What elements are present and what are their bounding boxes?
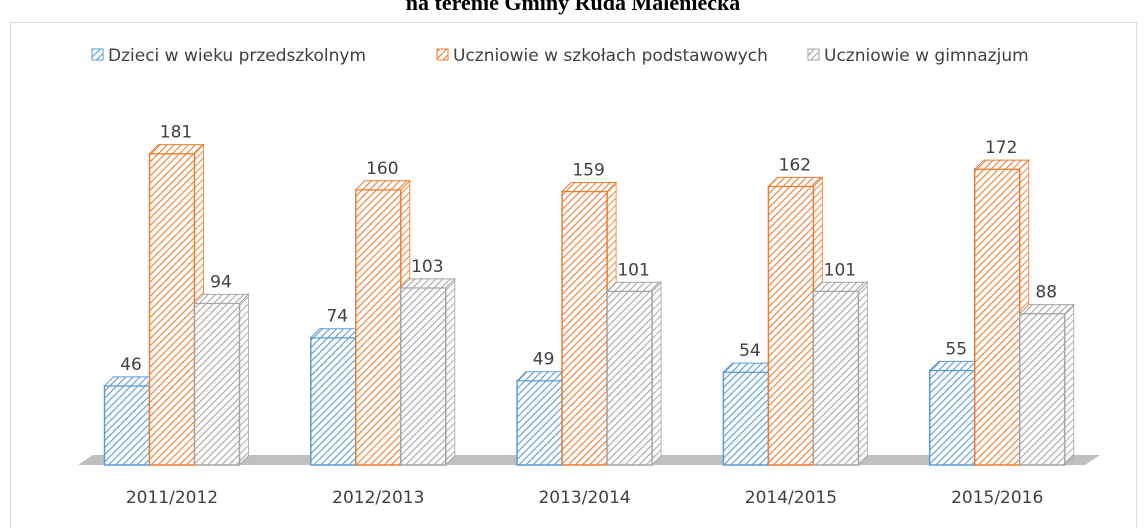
- bar-top: [399, 278, 457, 289]
- x-tick-label: 2014/2015: [745, 488, 837, 508]
- bar-front: [973, 168, 1021, 466]
- data-label: 46: [120, 355, 142, 375]
- x-tick-label: 2011/2012: [126, 488, 218, 508]
- bar-front: [767, 185, 815, 466]
- bar-front: [722, 371, 770, 466]
- bar-side: [1064, 303, 1075, 467]
- bar-top: [605, 281, 663, 292]
- x-tick-label: 2013/2014: [538, 488, 630, 508]
- bar-front: [1018, 312, 1066, 466]
- bar: [399, 277, 457, 467]
- legend-label: Uczniowie w szkołach podstawowych: [453, 46, 768, 66]
- legend-swatch: [436, 48, 449, 61]
- bar: [1018, 303, 1075, 467]
- bar: [193, 293, 250, 467]
- bar-front: [103, 385, 151, 466]
- data-label: 101: [617, 260, 649, 280]
- bar-front: [355, 189, 402, 466]
- bar-top: [767, 176, 824, 187]
- bar-front: [561, 190, 608, 466]
- chart-title: na terenie Gminy Ruda Maleniecka: [406, 0, 740, 15]
- x-tick-label: 2012/2013: [332, 488, 424, 508]
- data-label: 172: [985, 138, 1017, 158]
- bar-top: [973, 159, 1030, 170]
- bar-side: [651, 281, 662, 467]
- bar-top: [354, 180, 412, 191]
- data-label: 55: [945, 339, 967, 359]
- bar-front: [812, 290, 860, 466]
- legend-swatch: [807, 48, 820, 61]
- bar-front: [928, 369, 976, 466]
- bar: [605, 281, 663, 467]
- data-label: 88: [1035, 283, 1057, 303]
- data-label: 74: [326, 307, 348, 327]
- bar-top: [1018, 304, 1075, 315]
- bar: [103, 375, 160, 467]
- bar-side: [445, 277, 456, 467]
- bar-front: [606, 290, 653, 466]
- data-label: 159: [572, 161, 604, 181]
- data-label: 162: [779, 155, 811, 175]
- bar-front: [310, 336, 357, 466]
- bar-top: [148, 144, 205, 155]
- bar-front: [148, 152, 196, 466]
- legend-label: Dzieci w wieku przedszkolnym: [108, 46, 366, 66]
- data-label: 94: [210, 272, 232, 292]
- bar-side: [857, 281, 868, 467]
- bar-top: [193, 293, 250, 304]
- legend-label: Uczniowie w gimnazjum: [824, 46, 1029, 66]
- data-label: 49: [533, 350, 555, 370]
- bar-side: [239, 293, 249, 467]
- bar-top: [812, 281, 869, 292]
- bar-top: [560, 182, 618, 193]
- bar: [812, 281, 869, 467]
- bar-front: [400, 287, 447, 466]
- legend-swatch: [91, 48, 104, 61]
- bar-front: [193, 302, 241, 466]
- bar-front: [516, 379, 563, 466]
- data-label: 54: [739, 341, 761, 361]
- data-label: 181: [160, 123, 192, 143]
- data-label: 103: [411, 257, 443, 277]
- data-label: 160: [366, 159, 398, 179]
- x-tick-label: 2015/2016: [951, 488, 1043, 508]
- data-label: 101: [824, 260, 856, 280]
